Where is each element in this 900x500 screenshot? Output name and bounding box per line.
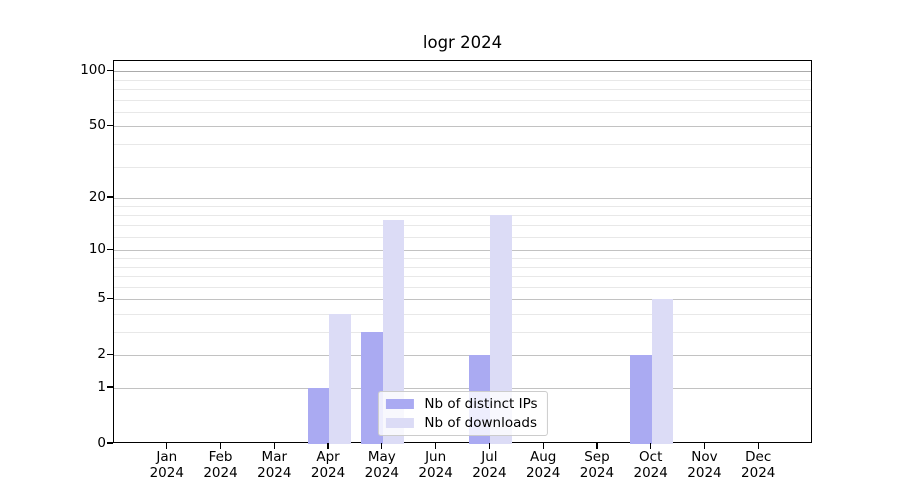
y-tick-mark (107, 124, 113, 126)
x-tick-mark (327, 443, 329, 449)
legend-swatch-distinct-ips (385, 399, 414, 409)
y-tick-mark (107, 297, 113, 299)
minor-gridline (114, 286, 811, 288)
y-tick-label: 20 (88, 189, 106, 206)
bar-downloads-may (382, 220, 405, 444)
x-tick-mark (757, 443, 759, 449)
minor-gridline (114, 313, 811, 315)
minor-gridline (114, 276, 811, 278)
minor-gridline (114, 258, 811, 259)
x-tick-label: Jan 2024 (149, 449, 184, 481)
x-tick-label: Apr 2024 (310, 449, 346, 481)
x-tick-mark (488, 443, 490, 449)
y-tick-mark (107, 386, 113, 388)
grid-layer (114, 61, 811, 442)
minor-gridline (114, 266, 811, 268)
bar-distinct-ips-oct (630, 355, 652, 444)
x-tick-mark (166, 443, 168, 449)
x-tick-label: Mar 2024 (257, 449, 292, 481)
x-tick-label: Nov 2024 (687, 449, 722, 481)
major-gridline (114, 250, 811, 252)
minor-gridline (114, 215, 811, 217)
minor-gridline (114, 166, 811, 168)
minor-gridline (114, 99, 811, 101)
x-tick-label: Feb 2024 (203, 449, 238, 481)
major-gridline (114, 299, 811, 301)
x-tick-mark (703, 443, 706, 449)
y-tick-label: 2 (97, 346, 106, 363)
y-tick-mark (107, 248, 113, 250)
plot-area: Nb of distinct IPs Nb of downloads (113, 60, 812, 444)
major-gridline (114, 71, 811, 73)
x-tick-label: May 2024 (364, 449, 400, 481)
x-tick-label: Jun 2024 (418, 449, 453, 481)
x-tick-label: Aug 2024 (525, 449, 561, 481)
minor-gridline (114, 332, 811, 334)
legend-item-distinct-ips: Nb of distinct IPs (385, 396, 538, 412)
x-tick-mark (596, 443, 598, 449)
x-tick-mark (435, 443, 437, 449)
x-tick-mark (273, 443, 275, 449)
y-tick-label: 10 (88, 241, 106, 258)
bar-downloads-jul (490, 215, 512, 444)
x-tick-label: Sep 2024 (579, 449, 615, 481)
bar-distinct-ips-apr (307, 388, 330, 444)
minor-gridline (114, 89, 811, 91)
legend-label-distinct-ips: Nb of distinct IPs (424, 396, 538, 412)
minor-gridline (114, 225, 811, 227)
bar-downloads-oct (651, 299, 674, 444)
major-gridline (114, 388, 811, 390)
x-tick-label: Jul 2024 (472, 449, 507, 481)
y-tick-label: 50 (88, 117, 106, 134)
minor-gridline (114, 236, 811, 238)
x-tick-mark (542, 443, 544, 449)
minor-gridline (114, 144, 811, 146)
x-tick-mark (381, 443, 383, 449)
y-tick-mark (107, 196, 113, 198)
legend-item-downloads: Nb of downloads (385, 415, 537, 431)
minor-gridline (114, 206, 811, 208)
y-tick-mark (107, 442, 113, 444)
minor-gridline (114, 79, 811, 81)
y-tick-label: 5 (97, 290, 106, 307)
x-tick-label: Dec 2024 (741, 449, 776, 481)
chart-title: logr 2024 (422, 33, 503, 52)
major-gridline (114, 198, 811, 200)
x-tick-label: Oct 2024 (633, 449, 668, 481)
x-tick-mark (219, 443, 222, 449)
y-tick-label: 1 (97, 379, 106, 395)
x-tick-mark (650, 443, 652, 449)
major-gridline (114, 355, 811, 357)
legend-label-downloads: Nb of downloads (424, 415, 537, 431)
major-gridline (114, 126, 811, 128)
bar-downloads-apr (329, 313, 351, 444)
y-tick-mark (107, 69, 113, 71)
legend-swatch-downloads (385, 418, 414, 428)
minor-gridline (114, 111, 811, 113)
legend: Nb of distinct IPs Nb of downloads (377, 391, 548, 436)
y-tick-label: 100 (80, 62, 106, 79)
y-tick-label: 0 (97, 435, 106, 451)
y-tick-mark (107, 353, 113, 355)
